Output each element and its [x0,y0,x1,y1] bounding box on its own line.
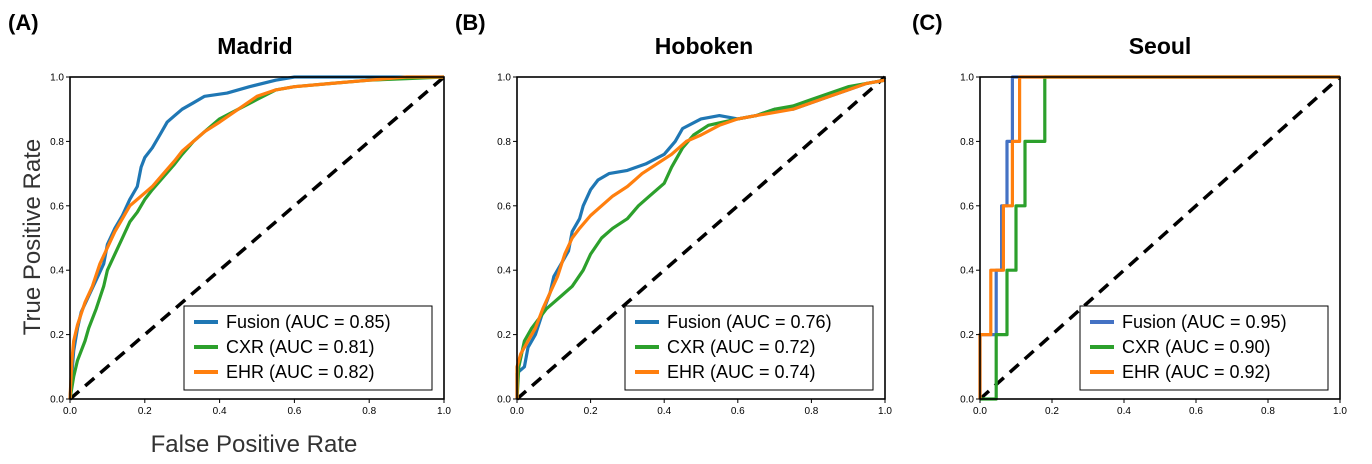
x-tick-label: 1.0 [437,406,451,417]
panel-seoul: (C) Seoul 0.0 0.2 0.4 0.6 0.8 1.0 0.0 0.2 0.4 0.6… [912,10,1347,417]
x-tick-label: 1.0 [1333,406,1347,417]
x-tick-label: 0.8 [1261,406,1275,417]
roc-curve [515,78,886,400]
x-tick-label: 0.4 [657,406,671,417]
roc-curve [980,75,1340,401]
y-tick-label: 0.6 [497,201,511,212]
x-tick-label: 0.2 [138,406,152,417]
panel-label: (B) [455,10,486,35]
plot-frame [979,76,1341,400]
y-tick-label: 0.0 [960,395,974,406]
legend-box [624,305,874,391]
y-tick-label: 0.2 [50,330,64,341]
legend-label: EHR (AUC = 0.82) [226,362,375,382]
x-tick-label: 0.8 [804,406,818,417]
x-axis-title: False Positive Rate [151,431,358,458]
y-tick-label: 0.2 [960,330,974,341]
y-tick-label: 0.8 [50,137,64,148]
y-tick-label: 0.4 [960,266,974,277]
panel-label: (A) [8,10,39,35]
roc-curve [515,78,886,399]
y-tick-label: 1.0 [960,73,974,84]
legend-label: Fusion (AUC = 0.76) [667,312,832,332]
chance-diagonal [515,75,887,401]
x-tick-label: 0.0 [63,406,77,417]
legend-label: Fusion (AUC = 0.95) [1122,312,1287,332]
x-tick-label: 0.6 [287,406,301,417]
y-tick-label: 0.0 [50,395,64,406]
x-tick-label: 1.0 [878,406,892,417]
panel-title: Hoboken [655,33,753,59]
plot-area: 0.0 0.2 0.4 0.6 0.8 1.0 0.0 0.2 0.4 0.6 0.8 1.0 Fusi… [497,73,892,418]
legend-label: EHR (AUC = 0.74) [667,362,816,382]
x-tick-label: 0.0 [973,406,987,417]
legend-box [1079,305,1329,391]
panel-madrid: (A) Madrid 0.0 0.2 0.4 0.6 0.8 1.00.00.20.40.… [8,10,451,417]
y-tick-label: 0.8 [497,137,511,148]
plot-area: 0.0 0.2 0.4 0.6 0.8 1.0 0.0 0.2 0.4 0.6 0.8 1.0 Fusi… [960,73,1347,418]
y-tick-label: 1.0 [50,73,64,84]
panel-hoboken: (B) Hoboken 0.0 0.2 0.4 0.6 0.8 1.00.00.20.40… [455,10,892,417]
y-tick-label: 0.2 [497,330,511,341]
x-tick-label: 0.0 [510,406,524,417]
y-tick-label: 0.6 [960,201,974,212]
x-tick-label: 0.2 [1045,406,1059,417]
legend-label: CXR (AUC = 0.72) [667,337,816,357]
y-axis-title: True Positive Rate [19,139,46,336]
legend-box [183,305,433,391]
legend: Fusion (AUC = 0.85) CXR (AUC = 0.81) EHR (… [183,305,433,391]
roc-curve [68,75,444,400]
legend: Fusion (AUC = 0.76) CXR (AUC = 0.72) EHR (… [624,305,874,391]
x-tick-label: 0.6 [731,406,745,417]
legend-label: CXR (AUC = 0.90) [1122,337,1271,357]
plot-frame [516,76,886,400]
y-tick-label: 1.0 [497,73,511,84]
y-tick-label: 0.0 [497,395,511,406]
plot-area: 0.0 0.2 0.4 0.6 0.8 1.0 0.0 0.2 0.4 0.6 0.8 1.0 Fusi… [50,73,451,418]
panel-label: (C) [912,10,943,35]
legend-label: Fusion (AUC = 0.85) [226,312,391,332]
legend: Fusion (AUC = 0.95) CXR (AUC = 0.90) EHR (… [1079,305,1329,391]
plot-frame [69,76,445,400]
panel-title: Seoul [1129,33,1192,59]
y-tick-label: 0.4 [50,266,64,277]
x-tick-label: 0.4 [1117,406,1131,417]
x-tick-label: 0.8 [362,406,376,417]
chance-diagonal [978,75,1342,401]
legend-label: CXR (AUC = 0.81) [226,337,375,357]
legend-label: EHR (AUC = 0.92) [1122,362,1271,382]
chance-diagonal [68,75,446,401]
x-tick-label: 0.6 [1189,406,1203,417]
y-tick-label: 0.6 [50,201,64,212]
y-tick-label: 0.8 [960,137,974,148]
panel-title: Madrid [217,33,292,59]
x-tick-label: 0.4 [213,406,227,417]
y-tick-label: 0.4 [497,266,511,277]
x-tick-label: 0.2 [584,406,598,417]
